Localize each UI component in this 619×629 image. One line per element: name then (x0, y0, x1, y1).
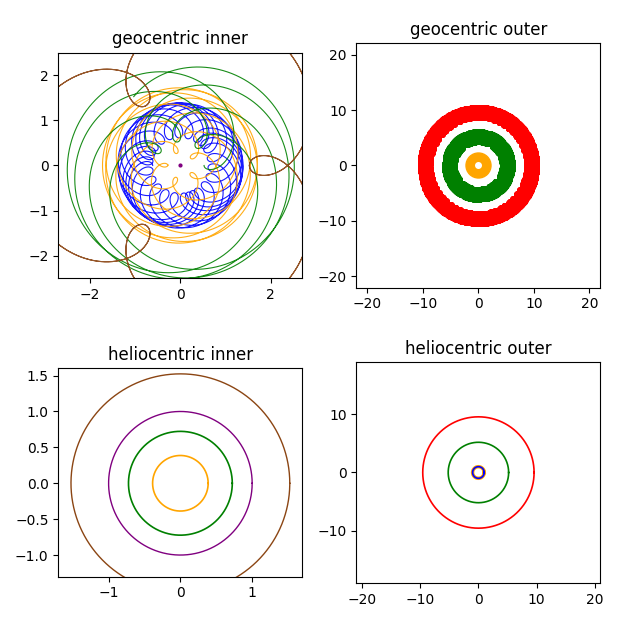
Title: geocentric outer: geocentric outer (410, 21, 547, 39)
Title: heliocentric inner: heliocentric inner (108, 346, 253, 364)
Title: heliocentric outer: heliocentric outer (405, 340, 552, 358)
Title: geocentric inner: geocentric inner (113, 30, 248, 48)
